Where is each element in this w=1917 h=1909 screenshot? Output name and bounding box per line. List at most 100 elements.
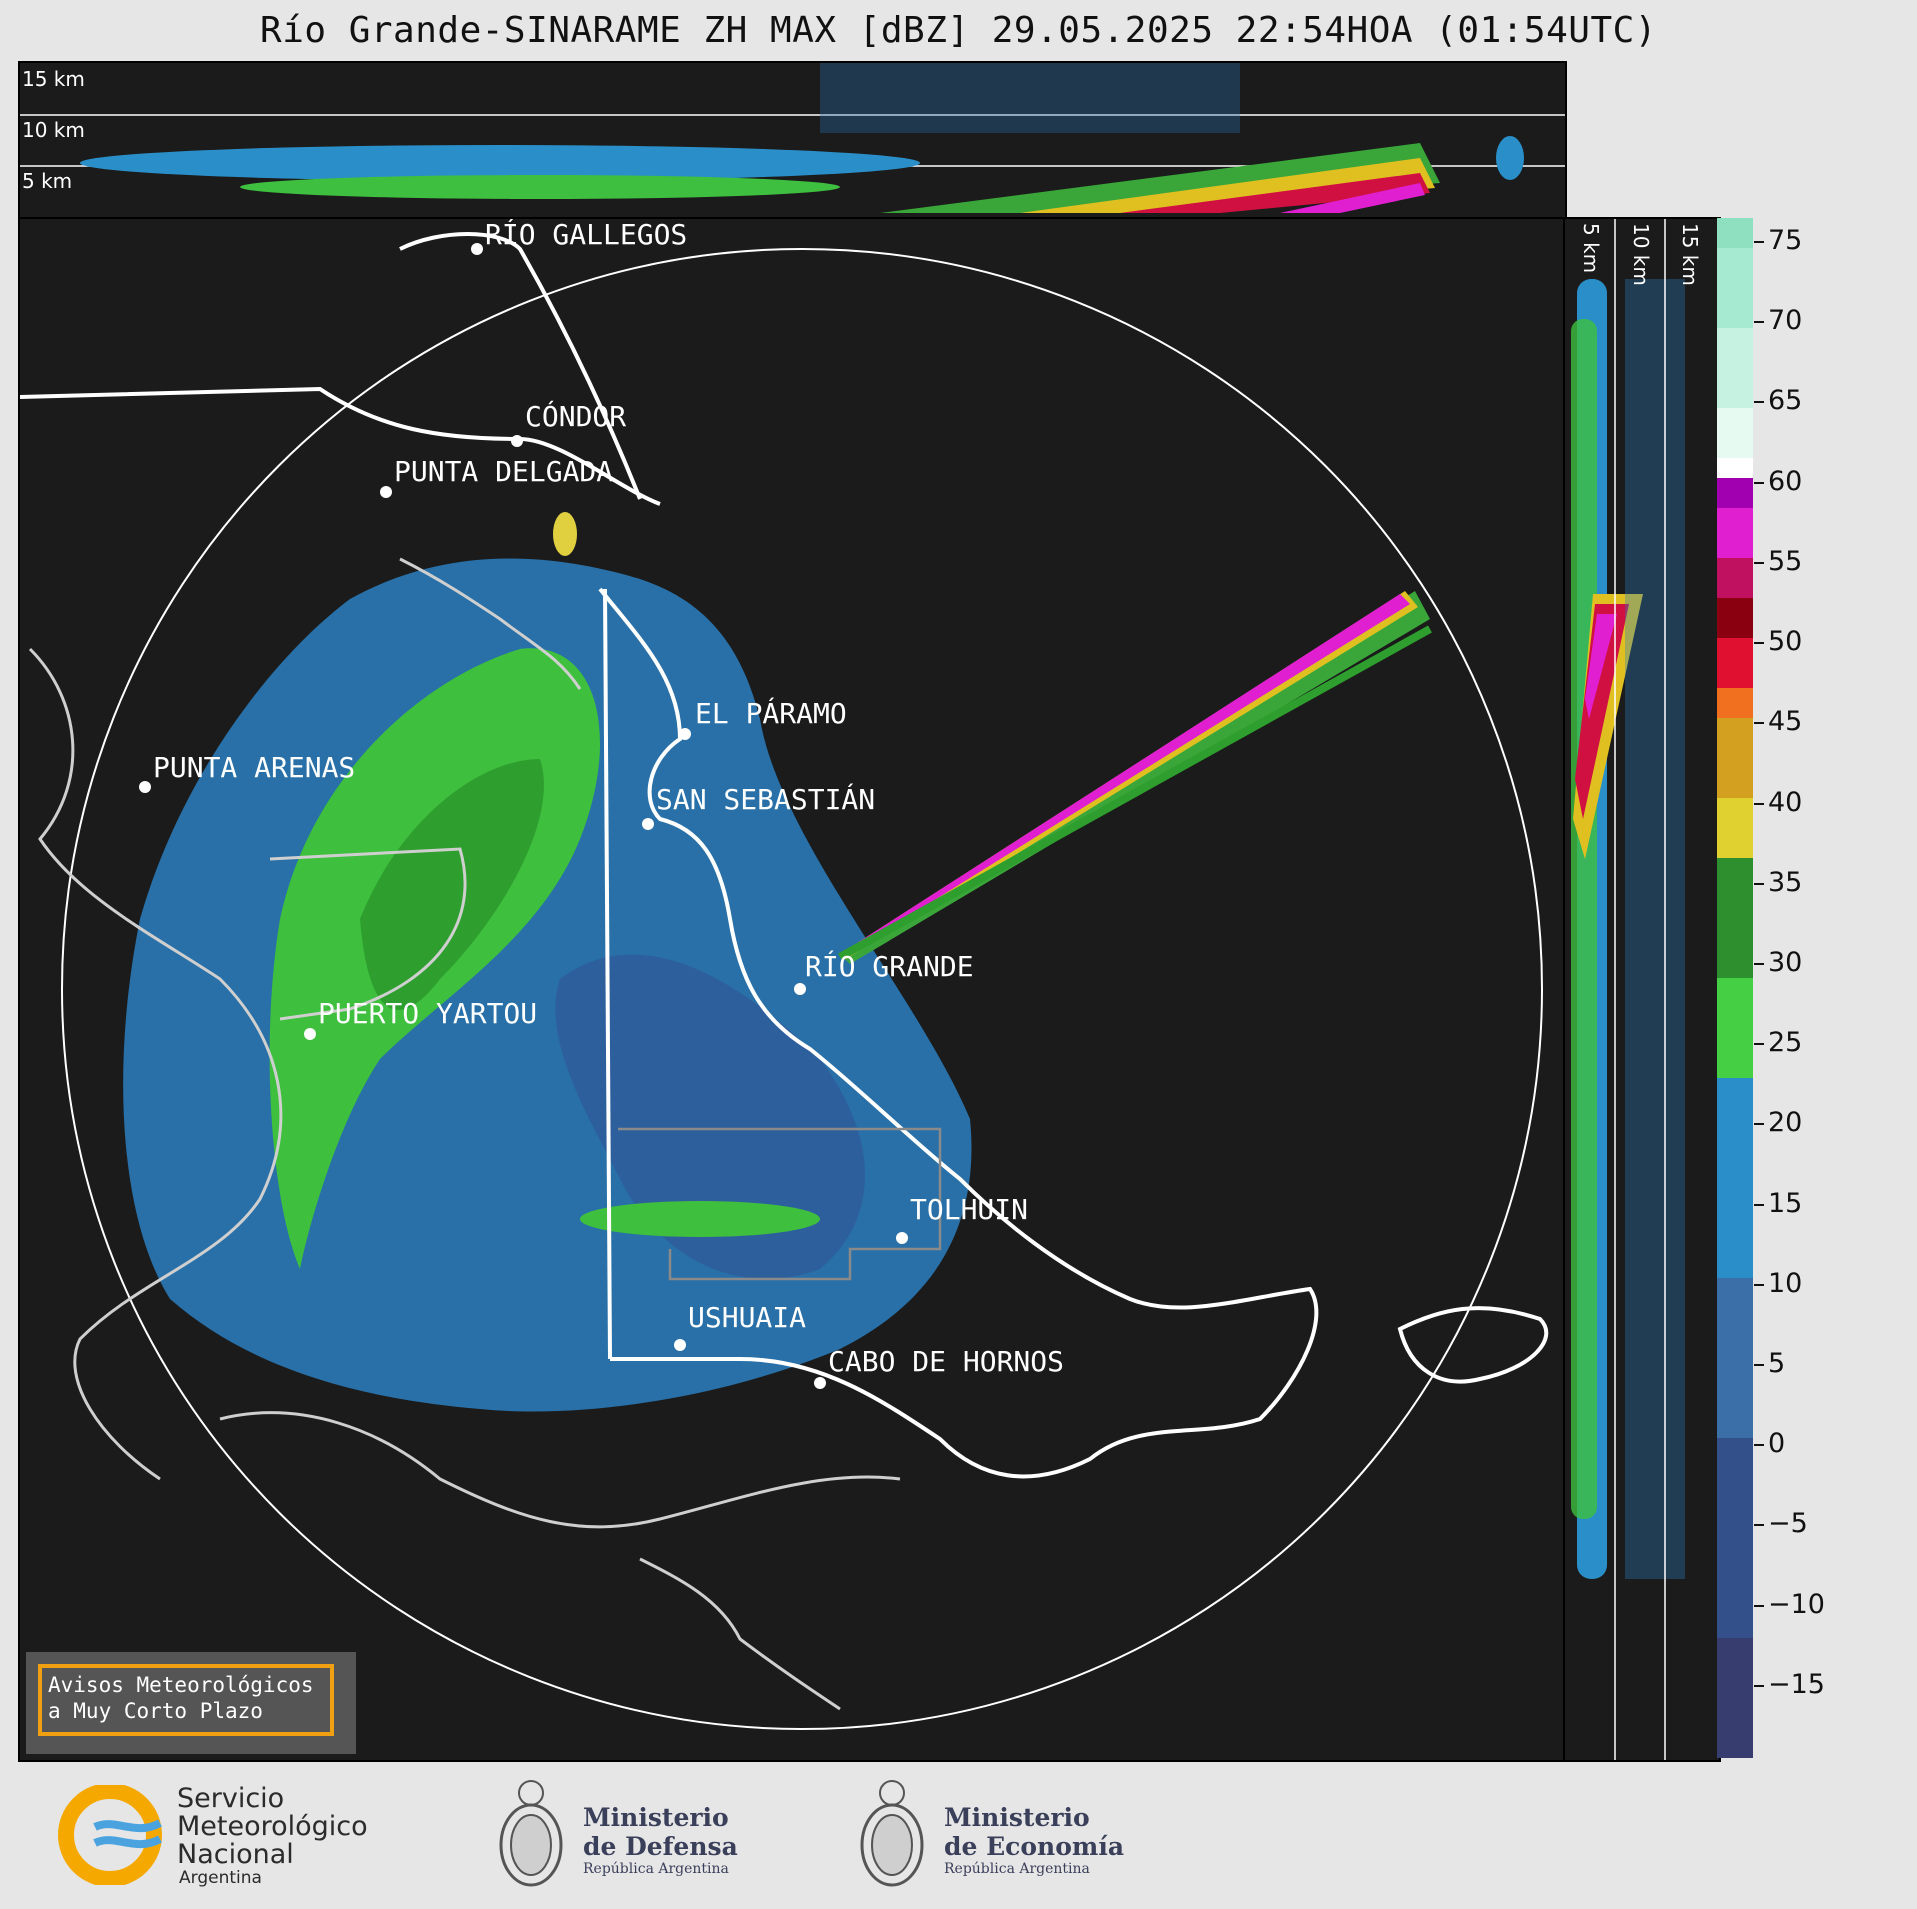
altitude-label-5km: 5 km: [1579, 223, 1603, 274]
city-marker: [642, 818, 654, 830]
notice-line1: Avisos Meteorológicos: [48, 1673, 314, 1697]
province-border: [618, 1127, 942, 1281]
colorbar-tick: [1754, 241, 1764, 244]
colorbar-tick: [1754, 1604, 1764, 1607]
colorbar-tick: [1754, 321, 1764, 324]
colorbar-tick-label: 35: [1768, 866, 1803, 898]
city-marker: [511, 435, 523, 447]
colorbar-tick: [1754, 642, 1764, 645]
colorbar-tick-label: 60: [1768, 465, 1803, 497]
colorbar-tick: [1754, 401, 1764, 404]
ray-artifact: [838, 591, 1432, 964]
colorbar-tick-label: −15: [1768, 1668, 1825, 1700]
colorbar-tick-label: 55: [1768, 545, 1803, 577]
city-marker: [139, 781, 151, 793]
city-marker: [471, 243, 483, 255]
city-san-sebastian: SAN SEBASTIÁN: [642, 782, 875, 830]
defensa-line1: Ministerio: [583, 1803, 729, 1832]
colorbar-tick: [1754, 1444, 1764, 1447]
colorbar-tick: [1754, 561, 1764, 564]
city-el-paramo: EL PÁRAMO: [679, 696, 847, 740]
city-label: RÍO GRANDE: [805, 949, 974, 983]
smn-line4: Argentina: [179, 1868, 262, 1888]
city-label: PUNTA DELGADA: [394, 455, 613, 488]
colorbar-tick: [1754, 1043, 1764, 1046]
smn-logo-mark: [58, 1783, 162, 1887]
city-label: PUERTO YARTOU: [318, 997, 537, 1030]
islas-malvinas-outline: [1397, 1306, 1549, 1384]
side-cross-section-echoes: [1571, 219, 1685, 1760]
smn-logo: Servicio Meteorológico Nacional Argentin…: [55, 1783, 395, 1895]
precipitation-echoes: [123, 512, 972, 1412]
colorbar-tick-label: 50: [1768, 626, 1803, 658]
city-rio-gallegos: RÍO GALLEGOS: [471, 219, 687, 255]
colorbar-tick-label: 70: [1768, 305, 1803, 337]
colorbar-tick: [1754, 1524, 1764, 1527]
colorbar-tick-label: 30: [1768, 946, 1803, 978]
economia-line3: República Argentina: [944, 1861, 1090, 1877]
colorbar-tick-label: −5: [1768, 1508, 1808, 1540]
colorbar-tick-label: −10: [1768, 1588, 1825, 1620]
colorbar-tick: [1754, 1123, 1764, 1126]
city-label: RÍO GALLEGOS: [485, 219, 687, 251]
top-cross-section-panel: 15 km 10 km 5 km: [18, 61, 1567, 220]
colorbar-tick-label: 0: [1768, 1428, 1786, 1460]
city-marker: [794, 983, 806, 995]
colorbar-tick-label: 65: [1768, 385, 1803, 417]
city-label: TOLHUIN: [910, 1193, 1028, 1226]
colorbar-tick-label: 40: [1768, 786, 1803, 818]
colorbar-tick: [1754, 481, 1764, 484]
city-puerto-yartou: PUERTO YARTOU: [304, 997, 537, 1040]
radar-map: RÍO GALLEGOS CÓNDOR PUNTA DELGADA EL PÁR…: [20, 219, 1549, 1730]
notice-line2: a Muy Corto Plazo: [48, 1699, 263, 1723]
colorbar-tick-label: 5: [1768, 1347, 1786, 1379]
economia-line1: Ministerio: [944, 1803, 1090, 1832]
page-title: Río Grande-SINARAME ZH MAX [dBZ] 29.05.2…: [260, 10, 1657, 51]
city-marker: [814, 1377, 826, 1389]
colorbar: [1717, 218, 1753, 1758]
city-marker: [679, 728, 691, 740]
coat-of-arms-icon: [499, 1780, 563, 1887]
city-label: EL PÁRAMO: [695, 696, 847, 730]
coastlines: [28, 557, 901, 1711]
colorbar-tick-label: 45: [1768, 706, 1803, 738]
colorbar-tick: [1754, 882, 1764, 885]
notice-inner: Avisos Meteorológicos a Muy Corto Plazo: [38, 1664, 334, 1736]
colorbar-tick: [1754, 722, 1764, 725]
city-marker: [674, 1339, 686, 1351]
smn-line1: Servicio: [177, 1783, 285, 1814]
defensa-line2: de Defensa: [583, 1832, 738, 1861]
radar-map-panel: RÍO GALLEGOS CÓNDOR PUNTA DELGADA EL PÁR…: [18, 217, 1567, 1762]
city-label: CÓNDOR: [525, 399, 626, 433]
city-cabo-de-hornos: CABO DE HORNOS: [814, 1345, 1064, 1389]
colorbar-tick: [1754, 1363, 1764, 1366]
colorbar-tick: [1754, 962, 1764, 965]
colorbar-tick: [1754, 1203, 1764, 1206]
city-punta-arenas: PUNTA ARENAS: [139, 751, 355, 793]
altitude-label-5km: 5 km: [22, 169, 73, 193]
notice-box: Avisos Meteorológicos a Muy Corto Plazo: [26, 1652, 356, 1754]
smn-line3: Nacional: [177, 1839, 294, 1870]
colorbar-tick: [1754, 1283, 1764, 1286]
defensa-logo: Ministerio de Defensa República Argentin…: [495, 1775, 755, 1900]
side-cross-section-panel: 5 km 10 km 15 km: [1563, 217, 1721, 1762]
colorbar-tick-label: 25: [1768, 1027, 1803, 1059]
altitude-label-15km: 15 km: [1678, 223, 1702, 286]
colorbar-tick-label: 15: [1768, 1187, 1803, 1219]
city-label: USHUAIA: [688, 1301, 806, 1334]
altitude-label-10km: 10 km: [1629, 223, 1653, 286]
city-marker: [304, 1028, 316, 1040]
colorbar-tick-label: 75: [1768, 225, 1803, 257]
city-punta-delgada: PUNTA DELGADA: [380, 455, 613, 498]
economia-line2: de Economía: [944, 1832, 1125, 1861]
colorbar-tick-label: 10: [1768, 1267, 1803, 1299]
city-label: SAN SEBASTIÁN: [656, 782, 875, 816]
defensa-line3: República Argentina: [583, 1861, 729, 1877]
economia-logo: Ministerio de Economía República Argenti…: [856, 1775, 1146, 1900]
city-ushuaia: USHUAIA: [674, 1301, 806, 1351]
smn-line2: Meteorológico: [177, 1811, 368, 1842]
city-marker: [896, 1232, 908, 1244]
city-label: CABO DE HORNOS: [828, 1345, 1064, 1378]
altitude-label-15km: 15 km: [22, 67, 85, 91]
range-ring: [61, 248, 1543, 1730]
